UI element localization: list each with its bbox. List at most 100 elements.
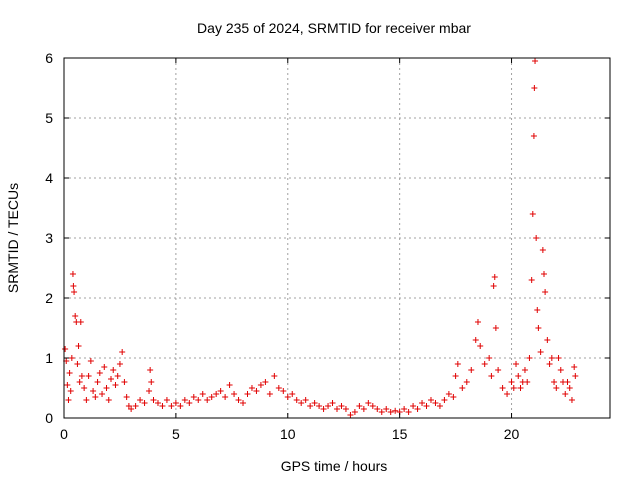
data-point (566, 385, 573, 391)
data-point (90, 388, 97, 394)
y-tick-label: 0 (45, 410, 53, 426)
data-point (534, 307, 541, 313)
data-point (544, 337, 551, 343)
data-point (551, 379, 558, 385)
data-point (213, 391, 220, 397)
data-point (222, 394, 229, 400)
data-point (266, 391, 273, 397)
data-point (137, 397, 144, 403)
data-point (533, 235, 540, 241)
data-point (347, 412, 354, 418)
data-point (146, 388, 153, 394)
data-point (410, 403, 417, 409)
data-point (65, 397, 72, 403)
data-point (488, 373, 495, 379)
data-point (275, 385, 282, 391)
data-point (177, 403, 184, 409)
data-point (557, 367, 564, 373)
data-point (96, 370, 103, 376)
data-point (535, 325, 542, 331)
y-tick-label: 1 (45, 350, 53, 366)
data-point (204, 397, 211, 403)
data-point (78, 373, 85, 379)
data-point (226, 382, 233, 388)
data-point (186, 400, 193, 406)
data-point (271, 373, 278, 379)
data-point (356, 403, 363, 409)
data-point (141, 400, 148, 406)
data-point (555, 355, 562, 361)
data-point (513, 361, 520, 367)
data-point (481, 361, 488, 367)
data-point (360, 406, 367, 412)
data-point (148, 379, 155, 385)
data-point (262, 379, 269, 385)
data-point (172, 400, 179, 406)
data-point (248, 385, 255, 391)
data-point (419, 400, 426, 406)
data-point (531, 85, 538, 91)
data-point (66, 370, 73, 376)
data-point (572, 373, 579, 379)
data-point (383, 406, 390, 412)
data-point (190, 394, 197, 400)
data-point (548, 355, 555, 361)
data-point (123, 394, 130, 400)
data-point (231, 391, 238, 397)
data-point (378, 409, 385, 415)
data-point (537, 349, 544, 355)
data-point (235, 397, 242, 403)
data-point (342, 406, 349, 412)
data-point (69, 271, 76, 277)
x-tick-label: 15 (392, 426, 408, 442)
x-tick-label: 10 (280, 426, 296, 442)
data-point (99, 391, 106, 397)
data-point (477, 343, 484, 349)
data-point (568, 397, 575, 403)
y-tick-label: 4 (45, 170, 53, 186)
axis-ticks: 0 5 10 15 20 0 1 2 3 4 5 6 (45, 50, 610, 442)
data-point (401, 406, 408, 412)
data-point (374, 406, 381, 412)
data-point (121, 379, 128, 385)
data-point (76, 379, 83, 385)
data-point (334, 406, 340, 412)
data-point (217, 388, 224, 394)
data-point (454, 361, 461, 367)
data-point (528, 277, 535, 283)
data-point (110, 367, 117, 373)
data-point (257, 382, 264, 388)
y-tick-label: 2 (45, 290, 53, 306)
data-point (427, 397, 434, 403)
data-point (150, 397, 157, 403)
data-point (441, 397, 448, 403)
data-point (540, 271, 547, 277)
data-point (75, 343, 82, 349)
data-point (325, 403, 332, 409)
data-point (87, 358, 94, 364)
data-point (128, 406, 135, 412)
data-point (62, 346, 69, 352)
data-point (414, 406, 421, 412)
data-point (338, 403, 345, 409)
data-point (163, 397, 170, 403)
data-point (244, 391, 251, 397)
data-point (70, 283, 77, 289)
x-tick-label: 0 (60, 426, 68, 442)
chart-title: Day 235 of 2024, SRMTID for receiver mba… (197, 20, 471, 36)
data-point (445, 391, 452, 397)
data-point (515, 373, 522, 379)
data-point (492, 325, 499, 331)
data-point (562, 391, 569, 397)
data-point (147, 367, 154, 373)
data-point (405, 409, 412, 415)
data-point (532, 58, 539, 64)
data-point (392, 407, 399, 414)
data-point (119, 349, 126, 355)
data-point (490, 283, 497, 289)
data-point (517, 385, 524, 391)
data-point (199, 391, 206, 397)
data-point (240, 400, 247, 406)
